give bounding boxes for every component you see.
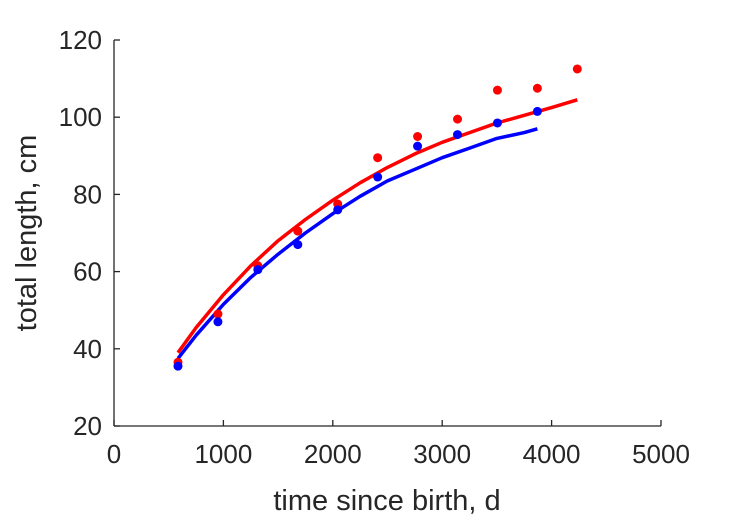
- blue-series-data-point: [333, 205, 343, 215]
- x-axis-label: time since birth, d: [273, 485, 500, 517]
- red-series-data-point: [213, 309, 223, 319]
- x-tick-label: 0: [107, 439, 121, 469]
- y-tick-label: 40: [73, 334, 102, 364]
- blue-series-data-point: [492, 118, 502, 128]
- red-series-data-point: [492, 85, 502, 95]
- y-axis-label: total length, cm: [11, 135, 43, 332]
- x-tick-label: 2000: [304, 439, 362, 469]
- blue-series-data-point: [413, 141, 423, 151]
- blue-series-fit-curve: [176, 127, 538, 360]
- red-series-data-point: [572, 64, 582, 74]
- x-tick-label: 3000: [413, 439, 471, 469]
- red-series-fit-curve: [176, 98, 578, 354]
- blue-series-data-point: [293, 240, 303, 250]
- blue-series-data-point: [373, 172, 383, 182]
- y-tick-label: 60: [73, 257, 102, 287]
- fit-curves: [176, 98, 578, 360]
- blue-series-data-point: [453, 130, 463, 140]
- x-tick-label: 5000: [632, 439, 690, 469]
- axes: [113, 40, 661, 427]
- red-series-data-point: [413, 132, 423, 141]
- blue-series-data-point: [173, 361, 183, 371]
- data-points: [173, 64, 582, 371]
- x-tick-label: 1000: [194, 439, 252, 469]
- red-series-data-point: [453, 114, 463, 124]
- red-series-data-point: [373, 153, 383, 163]
- red-series-data-point: [293, 226, 303, 236]
- ticks: 0 1000 2000 3000 4000 5000 20 40 60 80 100 120: [59, 25, 690, 469]
- y-tick-label: 120: [59, 25, 102, 55]
- y-tick-label: 100: [59, 102, 102, 132]
- blue-series-data-point: [253, 265, 263, 275]
- red-series-data-point: [532, 83, 542, 93]
- x-tick-label: 4000: [523, 439, 581, 469]
- y-tick-label: 20: [73, 411, 102, 441]
- blue-series-data-point: [532, 106, 542, 116]
- blue-series-data-point: [213, 317, 223, 327]
- y-tick-label: 80: [73, 179, 102, 209]
